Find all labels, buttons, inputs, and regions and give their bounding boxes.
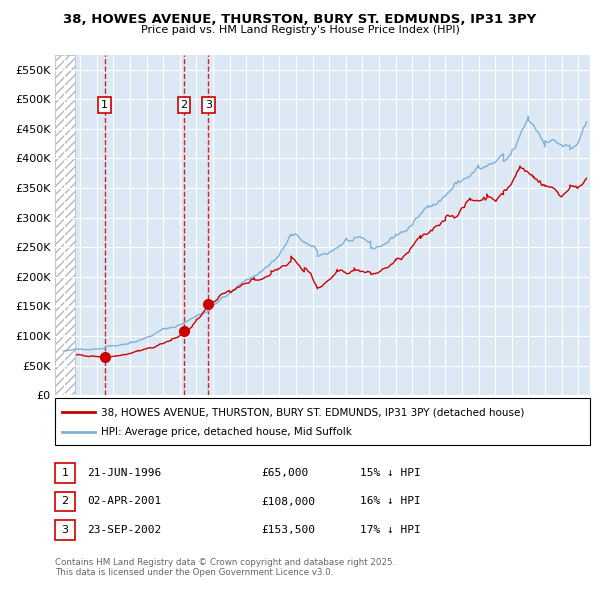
Text: £153,500: £153,500 xyxy=(261,525,315,535)
Text: 16% ↓ HPI: 16% ↓ HPI xyxy=(360,497,421,506)
Text: 3: 3 xyxy=(205,100,212,110)
Text: 1: 1 xyxy=(62,468,68,478)
Text: 2: 2 xyxy=(181,100,187,110)
Text: 3: 3 xyxy=(62,525,68,535)
Text: 38, HOWES AVENUE, THURSTON, BURY ST. EDMUNDS, IP31 3PY (detached house): 38, HOWES AVENUE, THURSTON, BURY ST. EDM… xyxy=(101,408,525,417)
Text: 02-APR-2001: 02-APR-2001 xyxy=(87,497,161,506)
Text: £108,000: £108,000 xyxy=(261,497,315,506)
Text: £65,000: £65,000 xyxy=(261,468,308,478)
Text: 38, HOWES AVENUE, THURSTON, BURY ST. EDMUNDS, IP31 3PY: 38, HOWES AVENUE, THURSTON, BURY ST. EDM… xyxy=(64,13,536,26)
Text: 1: 1 xyxy=(101,100,108,110)
Bar xyxy=(55,55,75,395)
Text: Contains HM Land Registry data © Crown copyright and database right 2025.
This d: Contains HM Land Registry data © Crown c… xyxy=(55,558,395,577)
Text: 15% ↓ HPI: 15% ↓ HPI xyxy=(360,468,421,478)
Text: 21-JUN-1996: 21-JUN-1996 xyxy=(87,468,161,478)
Text: 2: 2 xyxy=(62,497,68,506)
Text: 23-SEP-2002: 23-SEP-2002 xyxy=(87,525,161,535)
Text: Price paid vs. HM Land Registry's House Price Index (HPI): Price paid vs. HM Land Registry's House … xyxy=(140,25,460,35)
Text: 17% ↓ HPI: 17% ↓ HPI xyxy=(360,525,421,535)
Text: HPI: Average price, detached house, Mid Suffolk: HPI: Average price, detached house, Mid … xyxy=(101,427,352,437)
